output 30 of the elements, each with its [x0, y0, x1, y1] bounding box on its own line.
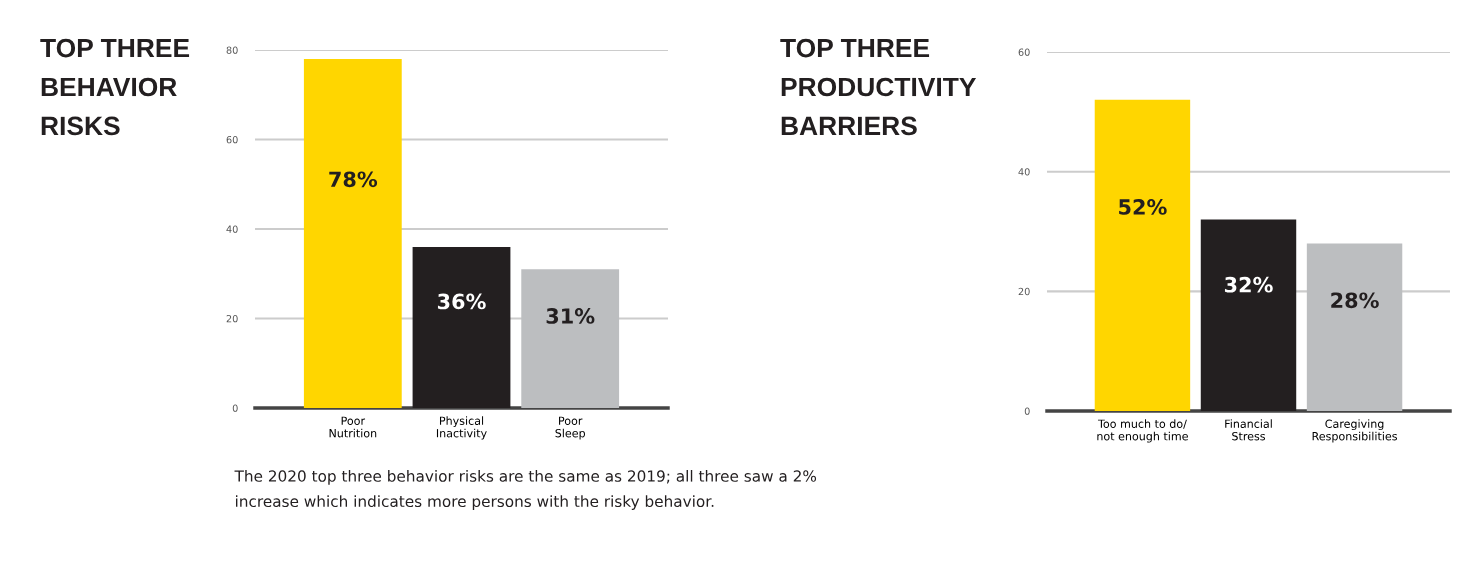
y-tick-label: 80	[226, 46, 238, 54]
y-tick-label: 60	[1018, 48, 1030, 56]
x-tick-label: Financial Stress	[1225, 419, 1272, 441]
y-tick-label: 20	[1018, 287, 1030, 296]
data-label: 52%	[1119, 199, 1167, 215]
data-label: 36%	[437, 293, 486, 310]
text: TOP THREE BEHAVIOR RISKS	[40, 38, 190, 136]
y-tick-label: 0	[1024, 407, 1030, 415]
x-tick-label: Caregiving Responsibilities	[1312, 419, 1398, 443]
bar	[1094, 99, 1191, 411]
x-tick-label: Poor Nutrition	[329, 416, 377, 438]
y-tick-label: 60	[226, 135, 238, 144]
data-label: 31%	[546, 308, 595, 324]
x-tick-label: Poor Sleep	[555, 416, 586, 440]
x-tick-label: Too much to do/ not enough time	[1097, 419, 1188, 443]
data-label: 28%	[1331, 292, 1379, 309]
y-tick-label: 20	[226, 314, 238, 323]
text: TOP THREE PRODUCTIVITY BARRIERS	[780, 38, 977, 136]
data-label: 78%	[329, 171, 378, 188]
bar	[1306, 243, 1403, 411]
y-tick-label: 40	[226, 225, 238, 233]
bar	[303, 58, 402, 408]
bar	[521, 269, 620, 408]
y-tick-label: 0	[232, 404, 238, 412]
y-tick-label: 40	[1018, 168, 1030, 176]
bar	[1200, 219, 1297, 411]
data-label: 32%	[1224, 276, 1273, 293]
text: The 2020 top three behavior risks are the same as 2019; all three saw a 2% increase which indicates more persons with the risky behavior.	[234, 470, 817, 511]
x-tick-label: Physical Inactivity	[436, 416, 487, 440]
bar	[412, 246, 511, 408]
